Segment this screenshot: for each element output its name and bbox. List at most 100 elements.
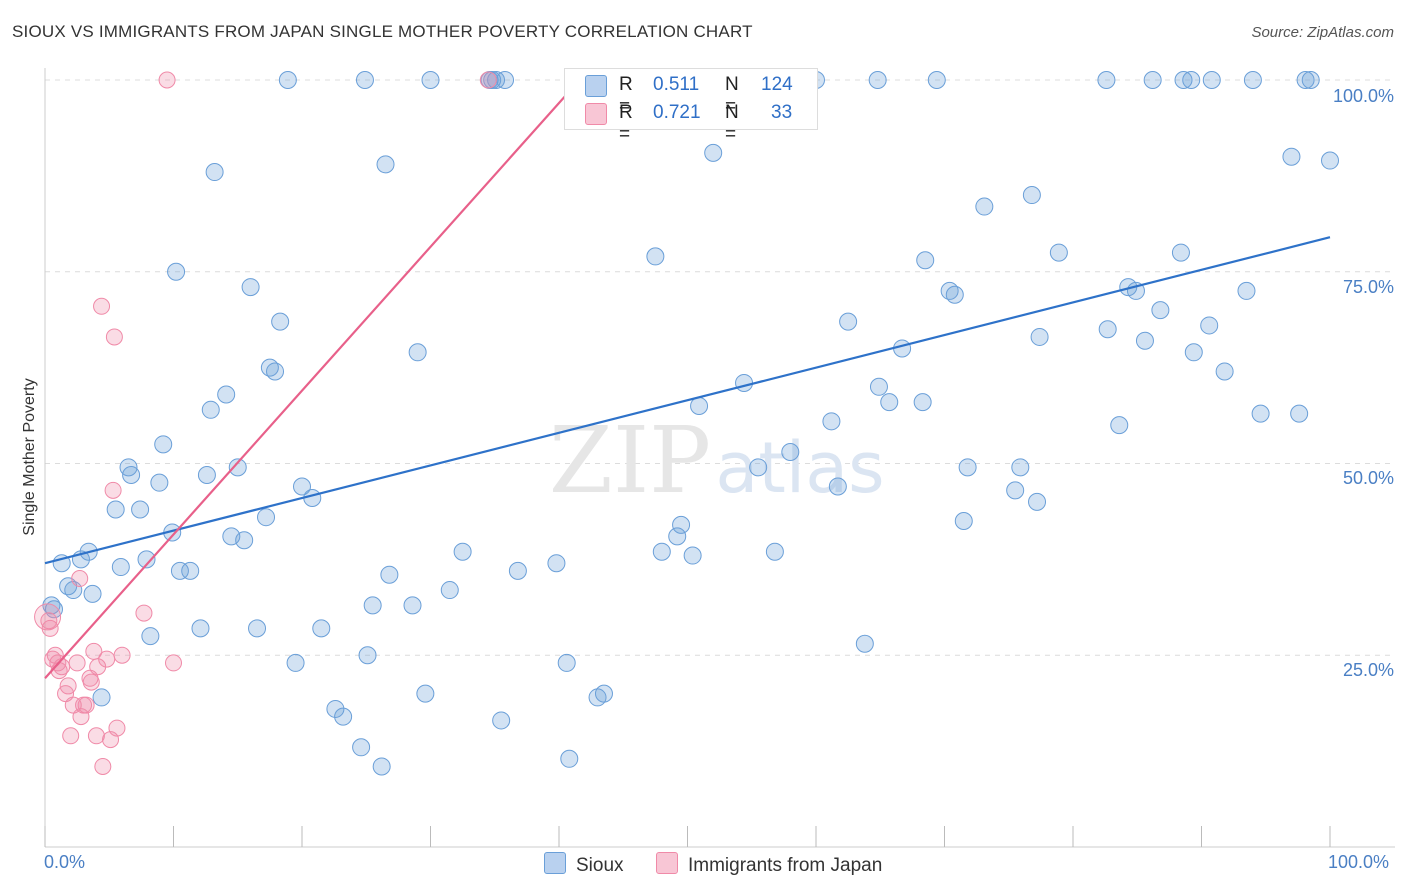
sioux-point-40 [312,619,331,638]
sioux-point-113 [1215,362,1234,381]
sioux-point-86 [916,251,935,270]
sioux-point-13 [131,500,150,519]
x-tick-label-max: 100.0% [1328,852,1390,872]
sioux-point-49 [380,565,399,584]
watermark: ZIP atlas [549,407,885,514]
y-axis-title: Single Mother Poverty [21,378,38,536]
sioux-point-80 [855,634,874,653]
sioux-point-96 [1028,492,1047,511]
sioux-point-55 [453,542,472,561]
sioux-point-120 [1301,71,1320,89]
sioux-point-44 [355,71,374,89]
y-tick-label-100: 100.0% [1332,86,1394,106]
stats-sioux-n-label: N = [725,74,739,117]
sioux-point-67 [668,527,687,546]
sioux-point-47 [372,757,391,776]
sioux-point-52 [416,684,435,703]
sioux-point-97 [1030,327,1049,346]
legend-item-japan[interactable]: Immigrants from Japan [656,852,882,877]
sioux-point-29 [235,531,254,550]
sioux-point-36 [278,71,297,89]
sioux-point-14 [137,550,156,569]
sioux-point-20 [170,561,189,580]
sioux-trend-line [44,236,1331,565]
japan-point-17 [82,673,100,691]
sioux-point-98 [1049,243,1068,262]
legend-sioux-label: Sioux [576,855,624,876]
japan-point-9 [62,727,80,745]
sioux-point-89 [945,285,964,304]
sioux-point-95 [1022,186,1041,205]
sioux-point-25 [205,163,224,182]
sioux-point-121 [1321,151,1339,170]
sioux-point-72 [735,373,754,392]
sioux-point-19 [167,262,186,281]
legend-sioux-swatch [544,852,566,874]
sioux-point-28 [228,458,247,477]
axes [44,68,1395,848]
stats-japan-swatch [585,103,607,125]
japan-point-24 [104,481,122,499]
stats-japan-r-label: R = [619,102,633,145]
sioux-point-108 [1174,71,1193,89]
sioux-point-100 [1098,320,1117,339]
sioux-point-79 [839,312,858,331]
source-label: Source: ZipAtlas.com [1251,24,1394,41]
sioux-point-123 [483,71,502,89]
japan-trend-line [44,79,581,679]
sioux-point-114 [1237,281,1256,300]
sioux-point-94 [1011,458,1030,477]
sioux-point-68 [672,515,691,534]
sioux-point-30 [241,278,260,297]
legend-item-sioux[interactable]: Sioux [544,852,624,877]
sioux-point-107 [1171,243,1190,262]
stats-japan-r-value: 0.721 [653,102,701,123]
japan-point-8 [59,677,77,695]
watermark-atlas: atlas [715,427,884,509]
japan-point-32 [479,71,497,89]
sioux-point-53 [421,71,440,89]
sioux-point-90 [954,512,973,531]
sioux-point-83 [880,393,899,412]
stats-japan-n-label: N = [725,102,739,145]
sioux-point-59 [508,561,527,580]
sioux-point-73 [749,458,768,477]
sioux-point-8 [92,688,111,707]
japan-point-28 [135,604,153,622]
watermark-zip: ZIP [549,407,711,514]
sioux-point-118 [1290,404,1309,423]
sioux-point-32 [257,508,276,527]
japan-point-25 [105,328,123,346]
grid-lines [45,79,1395,656]
japan-point-12 [71,570,89,588]
sioux-point-50 [403,596,422,615]
sioux-point-26 [217,385,236,404]
japan-point-21 [94,757,112,775]
chart-title: SIOUX VS IMMIGRANTS FROM JAPAN SINGLE MO… [12,22,753,41]
sioux-point-109 [1182,71,1201,89]
sioux-point-45 [358,646,377,665]
sioux-point-117 [1282,147,1301,166]
sioux-point-69 [683,546,702,565]
sioux-point-48 [376,155,395,174]
sioux-point-91 [958,458,977,477]
sioux-point-116 [1251,404,1270,423]
stats-sioux-r-value: 0.511 [653,74,700,95]
sioux-point-41 [326,699,345,718]
sioux-point-104 [1135,331,1154,350]
sioux-point-38 [293,477,311,496]
sioux-point-1 [44,600,63,619]
sioux-point-51 [408,343,427,362]
japan-point-22 [98,650,116,668]
stats-box: R = 0.511 N = 124 R = 0.721 N = 33 [564,68,818,145]
legend-japan-label: Immigrants from Japan [688,855,883,876]
sioux-point-71 [704,143,723,162]
japan-point-11 [68,654,86,672]
sioux-point-7 [83,584,102,603]
sioux-point-24 [201,400,220,419]
sioux-point-115 [1243,71,1262,89]
sioux-point-77 [822,412,841,431]
sioux-point-84 [893,339,912,358]
sioux-point-16 [150,473,169,492]
